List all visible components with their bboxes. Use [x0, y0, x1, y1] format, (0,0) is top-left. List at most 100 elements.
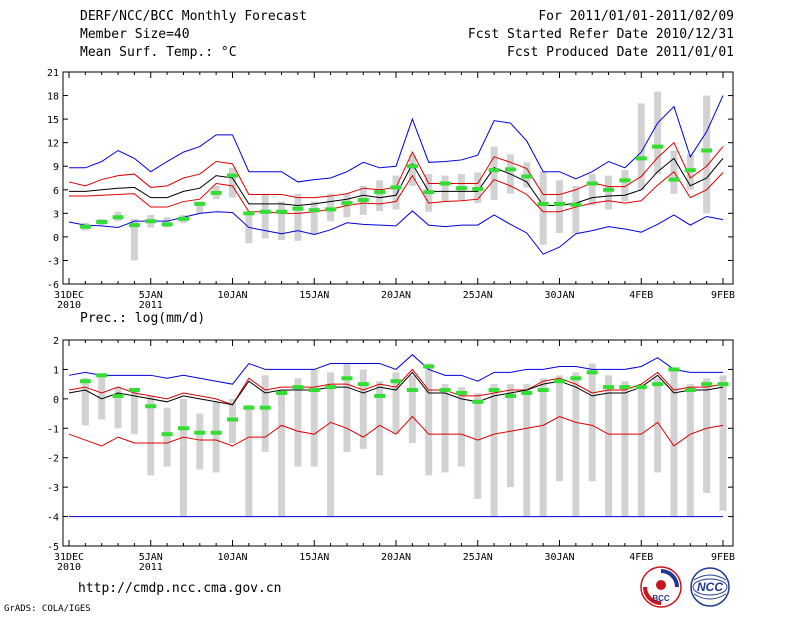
spread-box	[490, 146, 498, 200]
median-marker	[554, 201, 565, 206]
y-tick-label: 21	[47, 68, 59, 79]
y-tick-label: -4	[47, 513, 59, 524]
spread-box	[392, 372, 400, 435]
spread-box	[359, 369, 367, 449]
median-marker	[308, 208, 320, 213]
median-marker	[406, 164, 418, 169]
spread-box	[212, 401, 220, 473]
footer-url[interactable]: http://cmdp.ncc.cma.gov.cn	[78, 581, 282, 596]
median-marker	[325, 385, 337, 390]
median-marker	[488, 168, 500, 173]
median-marker	[145, 219, 157, 224]
median-marker	[341, 376, 353, 381]
spread-box	[408, 375, 416, 443]
median-marker	[341, 201, 353, 206]
y-tick-label: 6	[53, 186, 59, 197]
header-left: DERF/NCC/BCC Monthly Forecast Member Size…	[80, 8, 307, 62]
y-tick-label: 3	[53, 209, 59, 220]
series-line-upper	[69, 95, 724, 183]
median-marker	[259, 209, 271, 214]
spread-box	[719, 375, 727, 511]
median-marker	[423, 364, 435, 369]
spread-box	[539, 378, 547, 517]
panel-title: Prec.: log(mm/d)	[80, 311, 205, 326]
median-marker	[472, 186, 484, 191]
median-marker	[668, 367, 680, 372]
x-tick-sublabel: 2010	[57, 562, 81, 573]
y-tick-label: 15	[47, 115, 59, 126]
spread-box	[572, 185, 580, 233]
spread-box	[703, 95, 711, 214]
spread-box	[572, 372, 580, 517]
median-marker	[635, 156, 647, 161]
spread-box	[310, 201, 318, 235]
median-marker	[717, 382, 729, 387]
median-marker	[292, 385, 304, 390]
median-marker	[276, 209, 288, 214]
median-marker	[554, 379, 565, 384]
median-marker	[194, 430, 206, 435]
median-marker	[161, 432, 173, 437]
series-line-ensemble-mean	[68, 371, 724, 406]
median-marker	[439, 388, 451, 393]
header-right: For 2011/01/01-2011/02/09 Fcst Started Re…	[468, 8, 734, 62]
median-marker	[96, 219, 108, 224]
x-tick-sublabel: 2011	[139, 300, 163, 311]
x-tick-label: 31DEC	[54, 552, 84, 563]
x-tick-label: 9FEB	[711, 290, 735, 301]
spread-box	[163, 407, 171, 467]
median-marker	[537, 201, 549, 206]
spread-box	[654, 91, 662, 175]
median-marker	[652, 382, 664, 387]
x-tick-label: 20JAN	[381, 290, 411, 301]
spread-box	[490, 384, 498, 517]
y-tick-label: 18	[47, 92, 59, 103]
bcc-logo: BCC	[640, 566, 682, 608]
spread-box	[261, 193, 269, 239]
median-marker	[227, 417, 238, 422]
median-marker	[210, 190, 222, 195]
spread-box	[556, 180, 563, 233]
median-marker	[455, 390, 467, 395]
median-marker	[586, 370, 598, 375]
median-marker	[668, 177, 680, 182]
series-line-lower-spread	[68, 415, 724, 447]
median-marker	[455, 186, 467, 191]
median-marker	[145, 404, 157, 409]
spread-box	[278, 201, 286, 241]
spread-box	[130, 390, 138, 435]
spread-box	[670, 369, 678, 517]
x-tick-sublabel: 2011	[139, 562, 163, 573]
x-tick-label: 20JAN	[381, 552, 411, 563]
median-marker	[357, 382, 369, 387]
median-marker	[390, 379, 402, 384]
median-marker	[603, 187, 615, 192]
bcc-logo-text: BCC	[652, 594, 670, 603]
y-tick-label: -1	[47, 424, 59, 435]
spread-box	[441, 175, 449, 202]
median-marker	[488, 388, 500, 393]
x-tick-label: 25JAN	[463, 552, 493, 563]
spread-box	[588, 174, 596, 206]
spread-box	[376, 180, 384, 211]
median-marker	[684, 388, 696, 393]
median-marker	[96, 373, 108, 378]
median-marker	[521, 390, 533, 395]
spread-box	[229, 167, 236, 198]
median-marker	[177, 426, 189, 431]
median-marker	[701, 148, 713, 153]
spread-box	[310, 369, 318, 467]
median-marker	[227, 173, 238, 178]
x-tick-label: 15JAN	[299, 552, 329, 563]
spread-box	[425, 363, 433, 476]
median-marker	[357, 197, 369, 202]
spread-box	[294, 193, 302, 241]
spread-box	[621, 381, 629, 517]
spread-box	[278, 390, 286, 517]
spread-box	[392, 175, 400, 210]
series-line-lower-spread	[69, 170, 724, 214]
y-tick-label: -2	[47, 454, 59, 465]
series-line-upper-spread	[68, 368, 724, 406]
spread-box	[637, 384, 645, 517]
